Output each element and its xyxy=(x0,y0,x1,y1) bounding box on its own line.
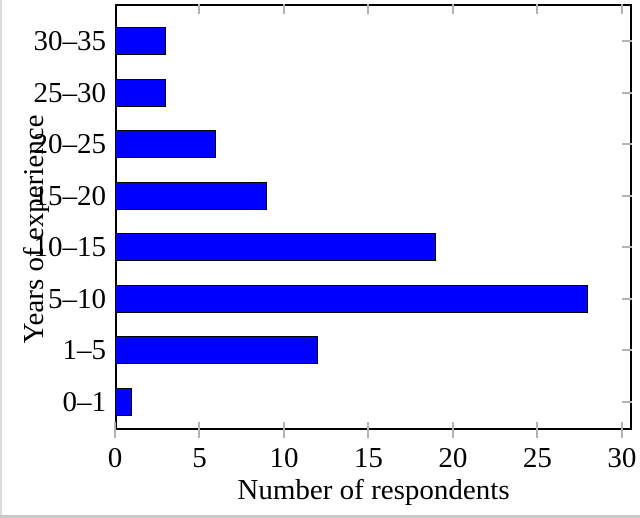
x-tick-mark-top xyxy=(536,4,539,14)
y-tick-mark xyxy=(622,143,632,145)
screenshot-bottom-edge xyxy=(0,515,640,518)
x-tick-mark xyxy=(282,422,285,438)
x-tick-mark-top xyxy=(367,4,370,14)
x-tick-label-0: 0 xyxy=(107,442,123,474)
bar-20-25 xyxy=(115,130,217,158)
y-tick-label-1-5: 1–5 xyxy=(62,334,107,366)
bar-0-1 xyxy=(115,387,132,416)
y-tick-label-25-30: 25–30 xyxy=(33,76,107,109)
bar-10-15 xyxy=(115,233,436,261)
x-tick-mark xyxy=(114,422,116,438)
x-tick-label-20: 20 xyxy=(438,442,468,474)
y-tick-mark xyxy=(622,40,632,42)
y-tick-label-30-35: 30–35 xyxy=(33,25,107,57)
x-tick-mark-top xyxy=(282,4,285,14)
y-tick-label-20-25: 20–25 xyxy=(33,128,107,160)
x-tick-mark xyxy=(367,422,370,438)
y-tick-label-0-1: 0–1 xyxy=(62,385,107,418)
x-tick-label-25: 25 xyxy=(522,442,552,474)
x-tick-label-30: 30 xyxy=(607,442,637,474)
y-tick-mark xyxy=(622,349,632,351)
y-tick-mark xyxy=(622,246,632,248)
x-tick-mark-top xyxy=(198,4,201,14)
x-tick-mark-top xyxy=(620,4,623,14)
y-tick-label-5-10: 5–10 xyxy=(48,282,106,315)
x-tick-mark xyxy=(620,422,623,438)
bar-1-5 xyxy=(115,336,318,364)
x-tick-mark xyxy=(451,422,454,438)
screenshot-left-edge xyxy=(0,0,2,518)
bar-5-10 xyxy=(115,284,589,313)
x-tick-label-5: 5 xyxy=(192,442,207,474)
x-tick-label-10: 10 xyxy=(269,442,299,474)
bar-30-35 xyxy=(115,27,166,55)
x-tick-mark xyxy=(198,422,201,438)
y-tick-mark xyxy=(622,91,632,94)
y-tick-label-10-15: 10–15 xyxy=(33,231,107,263)
y-tick-mark xyxy=(622,194,632,197)
x-tick-mark xyxy=(536,422,539,438)
x-tick-label-15: 15 xyxy=(353,442,383,474)
x-tick-mark-top xyxy=(451,4,454,14)
y-tick-mark xyxy=(622,400,632,403)
bar-15-20 xyxy=(115,181,268,210)
plot-area xyxy=(115,4,632,430)
y-tick-mark xyxy=(622,297,632,300)
x-axis-label: Number of respondents xyxy=(237,474,510,506)
bar-25-30 xyxy=(115,78,166,107)
y-tick-label-15-20: 15–20 xyxy=(33,179,107,212)
